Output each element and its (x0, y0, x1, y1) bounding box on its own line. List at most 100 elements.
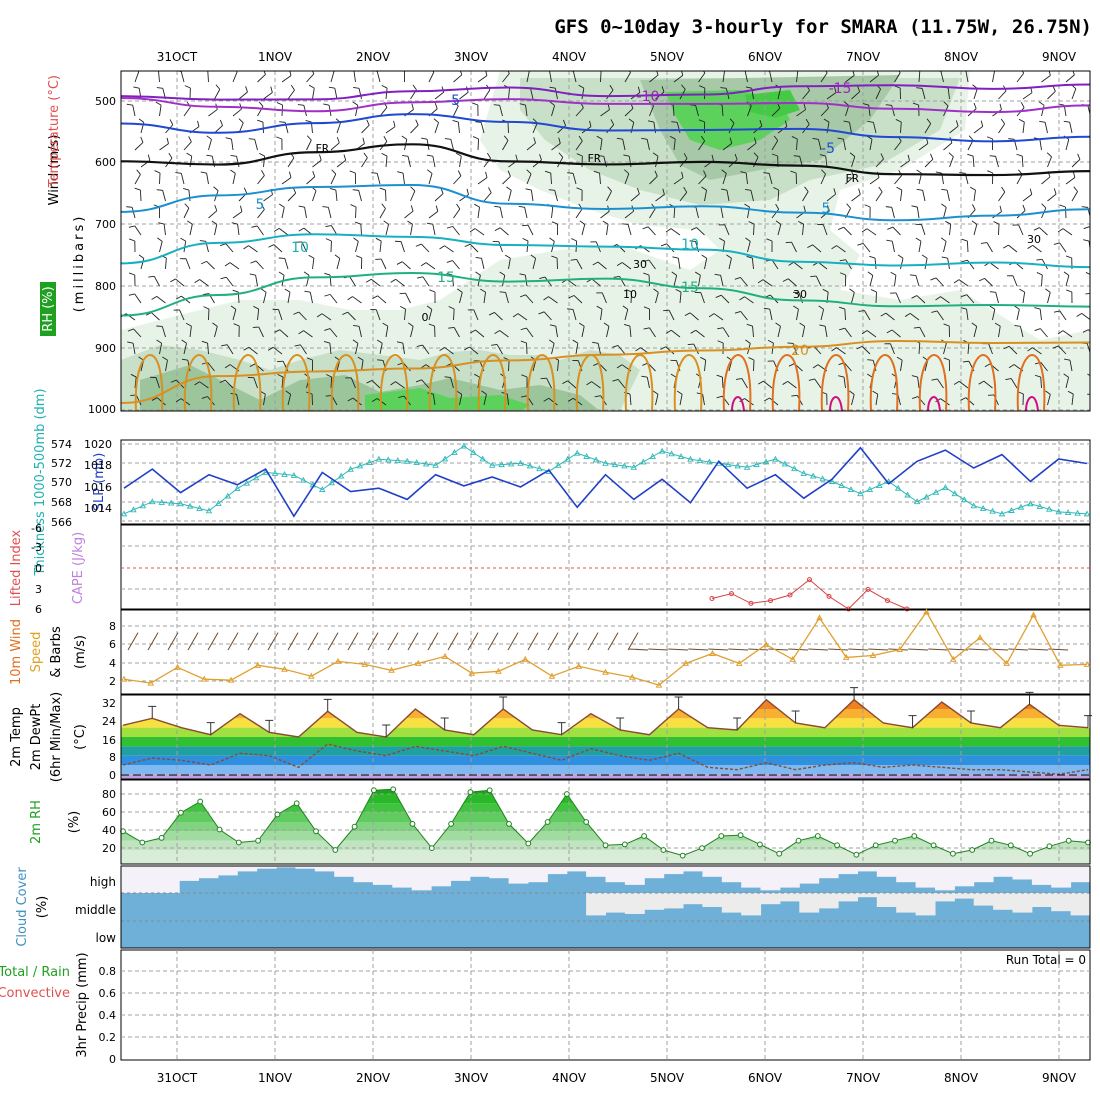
barb-shaft (1097, 258, 1100, 269)
barb-flag (1063, 373, 1069, 378)
barb-shaft (915, 275, 920, 287)
rh-point-1 (139, 839, 146, 846)
upper-barb (788, 261, 803, 270)
barb-shaft (432, 156, 436, 168)
barb-flag (493, 104, 500, 106)
rh-point-5 (216, 826, 223, 833)
thickness-point-88 (951, 490, 959, 497)
barb-shaft (666, 243, 675, 253)
barb-shaft (477, 75, 488, 83)
barb-shaft (792, 343, 797, 355)
upper-barb (1057, 330, 1073, 338)
barb-flag (426, 222, 433, 225)
slp-left-ticks: 574 572 570 568 566 (51, 438, 72, 529)
barb-flag (911, 295, 918, 299)
upper-barb (233, 323, 240, 338)
wind10-barb-19 (507, 632, 519, 651)
thickness-point-61 (696, 457, 704, 464)
upper-barb (336, 154, 347, 168)
barb-flag (895, 119, 902, 123)
barb-flag (671, 271, 677, 276)
upper-barb (911, 375, 920, 389)
upper-barb (260, 288, 267, 304)
barb-shaft (851, 292, 855, 304)
upper-barb (775, 322, 781, 338)
barb-flag (1064, 358, 1071, 361)
barb-flag (839, 327, 846, 331)
barb-shaft (402, 173, 405, 185)
thickness-point-1 (130, 506, 137, 513)
barb-flag (183, 188, 190, 191)
barb-flag (446, 273, 453, 276)
barb-shaft (548, 296, 558, 304)
upper-barb (915, 237, 922, 253)
barb-shaft (696, 227, 705, 236)
barb-shaft (502, 73, 510, 83)
barb-flag (347, 397, 354, 402)
barb-shaft (655, 292, 659, 304)
slp-tick-1016: 1016 (84, 481, 112, 494)
barb-shaft (163, 224, 166, 236)
barb-flag (953, 380, 960, 385)
upper-barb (576, 187, 583, 202)
upper-barb (1071, 186, 1078, 202)
thickness-point-13 (243, 479, 250, 486)
barb-shaft (616, 244, 626, 253)
upper-barb (622, 223, 632, 236)
barb-flag (803, 103, 806, 110)
barb-shaft (606, 224, 609, 236)
barb-shaft (861, 346, 871, 355)
wind10-barb-25 (627, 632, 639, 651)
upper-barb (817, 223, 828, 236)
upper-barb (720, 188, 730, 202)
upper-ylabel-millibars: (millibars) (72, 214, 87, 313)
barb-shaft (600, 210, 610, 219)
barb-shaft (924, 158, 934, 168)
barb-shaft (499, 330, 509, 338)
barb-flag (1005, 378, 1012, 381)
upper-barb (1016, 71, 1025, 83)
barb-flag (711, 154, 714, 161)
barb-shaft (358, 326, 362, 338)
barb-shaft (551, 207, 554, 219)
barb-flag (439, 245, 445, 250)
barb-shaft (180, 173, 185, 185)
upper-barb (616, 137, 626, 151)
thickness-point-94 (1008, 507, 1015, 513)
upper-barb (548, 339, 555, 355)
barb-flag (481, 390, 487, 395)
barb-shaft (919, 327, 926, 338)
slp-line (123, 446, 1088, 518)
cloud-clear-high-12 (353, 866, 374, 883)
upper-barb (457, 288, 463, 304)
upper-y-ticks: 500 600 700 800 900 1000 (88, 95, 116, 416)
upper-barb (530, 254, 537, 270)
upper-barb (913, 326, 926, 338)
barb-flag (1041, 203, 1047, 209)
cloud-clear-high-44 (973, 866, 994, 883)
barb-flag (999, 103, 1002, 110)
thickness-point-79 (866, 486, 874, 493)
upper-barb (499, 291, 509, 304)
barb-shaft (704, 190, 707, 202)
barb-flag (864, 204, 871, 208)
upper-barb (843, 101, 850, 117)
barb-flag (278, 203, 285, 208)
barb-flag (1021, 71, 1025, 74)
barb-flag (897, 254, 904, 259)
upper-barb (276, 136, 283, 151)
barb-flag (689, 240, 696, 242)
upper-barb (655, 188, 665, 202)
barb-flag (169, 119, 174, 125)
upper-barb (838, 226, 852, 236)
temp-tick-8: 8 (109, 751, 116, 764)
upper-barb (578, 84, 585, 100)
contour-label-10a: 10 (291, 240, 309, 256)
barb-shaft (728, 123, 735, 134)
barb-shaft (483, 292, 486, 304)
wind10-barb-40 (908, 648, 929, 651)
upper-barb (663, 309, 675, 321)
barb-flag (245, 86, 248, 93)
barb-shaft (673, 177, 684, 185)
upper-barb (281, 71, 292, 83)
